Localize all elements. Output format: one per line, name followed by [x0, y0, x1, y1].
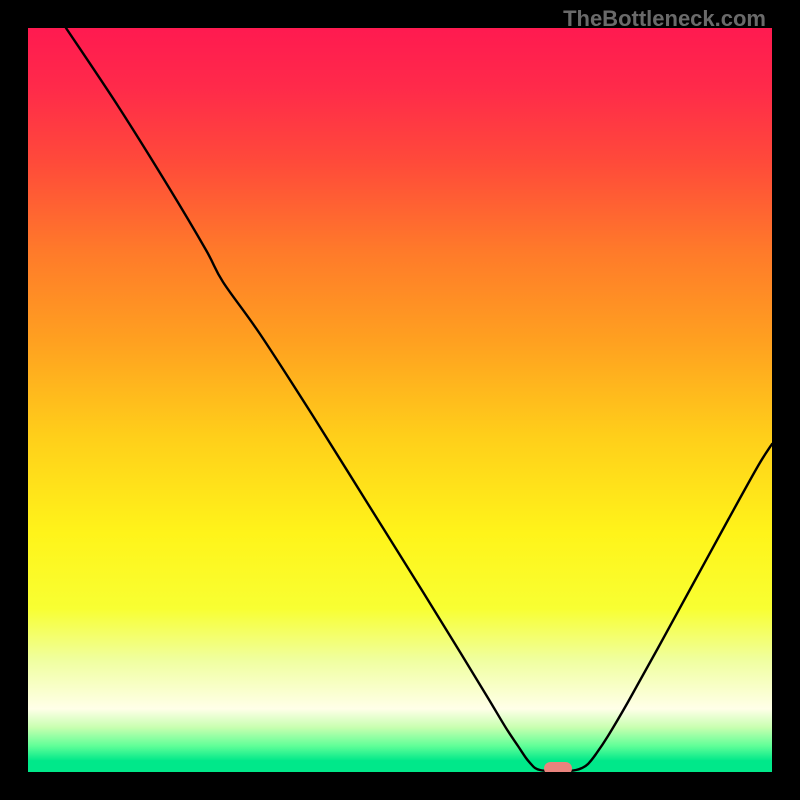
plot-area — [28, 28, 772, 772]
chart-frame: TheBottleneck.com — [0, 0, 800, 800]
optimal-point-marker — [544, 762, 572, 773]
bottleneck-curve — [28, 28, 772, 772]
